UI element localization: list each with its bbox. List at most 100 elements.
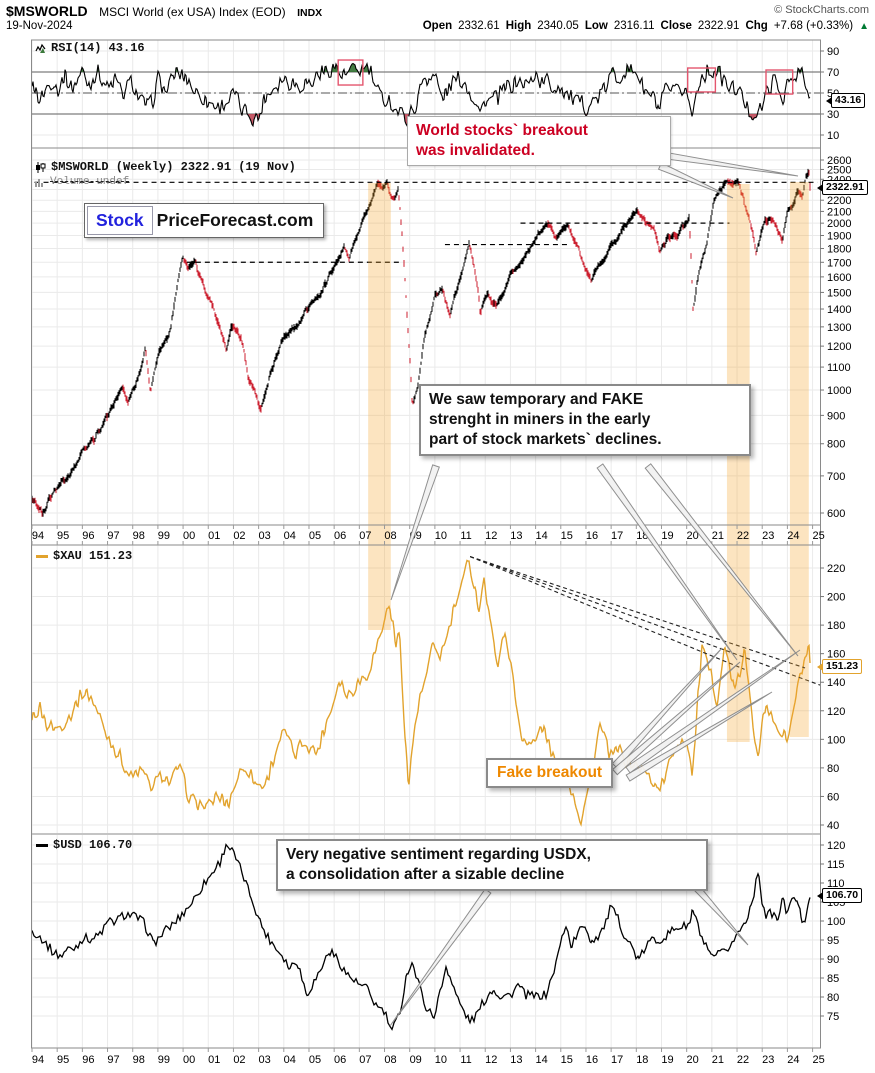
xau-line-chip-icon xyxy=(36,554,48,558)
svg-text:18: 18 xyxy=(636,1054,648,1066)
usd-line-chip-icon xyxy=(36,843,48,847)
svg-text:08: 08 xyxy=(384,530,396,542)
rsi-value-tag: 43.16 xyxy=(825,93,866,108)
svg-text:98: 98 xyxy=(133,530,145,542)
svg-text:99: 99 xyxy=(158,1054,170,1066)
svg-text:100: 100 xyxy=(827,916,845,928)
svg-text:02: 02 xyxy=(233,1054,245,1066)
open-value: 2332.61 xyxy=(458,20,500,32)
svg-text:15: 15 xyxy=(561,1054,573,1066)
svg-text:20: 20 xyxy=(687,530,699,542)
svg-text:20: 20 xyxy=(687,1054,699,1066)
exchange-label: INDX xyxy=(297,7,323,19)
svg-text:96: 96 xyxy=(82,530,94,542)
svg-text:2500: 2500 xyxy=(827,164,851,176)
invalidated-breakout-note: World stocks` breakout was invalidated. xyxy=(407,116,671,167)
svg-text:1500: 1500 xyxy=(827,287,851,299)
price-legend-label: $MSWORLD (Weekly) 2322.91 (19 Nov) xyxy=(51,160,296,174)
rsi-legend: RSI(14) 43.16 xyxy=(35,41,145,55)
svg-text:97: 97 xyxy=(107,530,119,542)
svg-text:85: 85 xyxy=(827,973,839,985)
svg-text:95: 95 xyxy=(57,530,69,542)
svg-text:1900: 1900 xyxy=(827,231,851,243)
svg-text:220: 220 xyxy=(827,563,845,575)
svg-text:21: 21 xyxy=(712,530,724,542)
svg-text:1000: 1000 xyxy=(827,385,851,397)
svg-text:06: 06 xyxy=(334,1054,346,1066)
volume-legend: Volume undef xyxy=(35,176,129,188)
svg-text:90: 90 xyxy=(827,954,839,966)
miners-line-1: We saw temporary and FAKE xyxy=(429,391,644,408)
chg-value: +7.68 (+0.33%) xyxy=(773,20,854,32)
fake-breakout-note: Fake breakout xyxy=(486,758,614,789)
watermark-brand-rest: PriceForecast.com xyxy=(156,210,314,230)
svg-text:22: 22 xyxy=(737,530,749,542)
svg-text:22: 22 xyxy=(737,1054,749,1066)
open-label: Open xyxy=(422,20,453,32)
ticker-symbol: $MSWORLD xyxy=(6,3,88,19)
svg-text:19: 19 xyxy=(661,1054,673,1066)
copyright-credit: © StockCharts.com xyxy=(774,4,869,16)
usd-legend-label: $USD 106.70 xyxy=(53,838,133,852)
miners-strength-note: We saw temporary and FAKE strenght in mi… xyxy=(419,384,751,457)
low-value: 2316.11 xyxy=(613,20,655,32)
svg-text:600: 600 xyxy=(827,508,845,520)
svg-text:04: 04 xyxy=(284,530,296,542)
invalidated-line-2: was invalidated. xyxy=(416,142,535,160)
up-triangle-icon: ▲ xyxy=(859,20,869,32)
svg-text:10: 10 xyxy=(827,130,839,142)
usd-sentiment-line-2: a consolidation after a sizable decline xyxy=(286,866,565,884)
rsi-icon xyxy=(35,43,46,54)
xau-value-tag: 151.23 xyxy=(816,659,863,674)
svg-text:1700: 1700 xyxy=(827,257,851,269)
low-label: Low xyxy=(584,20,608,32)
svg-text:11: 11 xyxy=(460,530,471,542)
svg-text:1600: 1600 xyxy=(827,272,851,284)
svg-text:2200: 2200 xyxy=(827,195,851,207)
svg-text:115: 115 xyxy=(827,859,845,871)
svg-text:30: 30 xyxy=(827,109,839,121)
svg-text:24: 24 xyxy=(787,530,799,542)
miners-line-3: part of stock markets` declines. xyxy=(429,431,662,449)
svg-text:03: 03 xyxy=(258,530,270,542)
svg-text:75: 75 xyxy=(827,1011,839,1023)
miners-line-2: strenght in miners in the early xyxy=(429,411,651,429)
svg-text:98: 98 xyxy=(133,1054,145,1066)
svg-text:800: 800 xyxy=(827,439,845,451)
svg-text:12: 12 xyxy=(485,1054,497,1066)
svg-text:12: 12 xyxy=(485,530,497,542)
svg-text:17: 17 xyxy=(611,530,623,542)
svg-text:05: 05 xyxy=(309,1054,321,1066)
volume-bars-icon xyxy=(35,178,45,187)
svg-text:95: 95 xyxy=(827,935,839,947)
svg-text:16: 16 xyxy=(586,530,598,542)
usd-sentiment-note: Very negative sentiment regarding USDX, … xyxy=(276,839,708,892)
svg-text:2100: 2100 xyxy=(827,206,851,218)
close-label: Close xyxy=(660,20,692,32)
svg-text:1400: 1400 xyxy=(827,304,851,316)
high-label: High xyxy=(505,20,532,32)
candlestick-icon xyxy=(35,161,46,173)
svg-text:94: 94 xyxy=(32,530,44,542)
svg-text:05: 05 xyxy=(309,530,321,542)
svg-text:1200: 1200 xyxy=(827,341,851,353)
svg-text:180: 180 xyxy=(827,620,845,632)
svg-text:09: 09 xyxy=(410,1054,422,1066)
svg-text:25: 25 xyxy=(812,530,824,542)
svg-text:1800: 1800 xyxy=(827,244,851,256)
index-name: MSCI World (ex USA) Index (EOD) xyxy=(99,5,286,19)
svg-text:21: 21 xyxy=(712,1054,724,1066)
ohlc-quote: Open 2332.61 High 2340.05 Low 2316.11 Cl… xyxy=(423,20,869,32)
svg-text:70: 70 xyxy=(827,67,839,79)
xau-legend-label: $XAU 151.23 xyxy=(53,549,133,563)
svg-text:03: 03 xyxy=(258,1054,270,1066)
svg-text:96: 96 xyxy=(82,1054,94,1066)
svg-text:00: 00 xyxy=(183,1054,195,1066)
svg-text:10: 10 xyxy=(435,1054,447,1066)
svg-text:19: 19 xyxy=(661,530,673,542)
stockpriceforecast-watermark: Stock PriceForecast.com xyxy=(84,203,325,238)
price-legend: $MSWORLD (Weekly) 2322.91 (19 Nov) xyxy=(35,160,296,174)
quote-date: 19-Nov-2024 xyxy=(6,20,73,32)
xau-legend: $XAU 151.23 xyxy=(36,549,132,563)
